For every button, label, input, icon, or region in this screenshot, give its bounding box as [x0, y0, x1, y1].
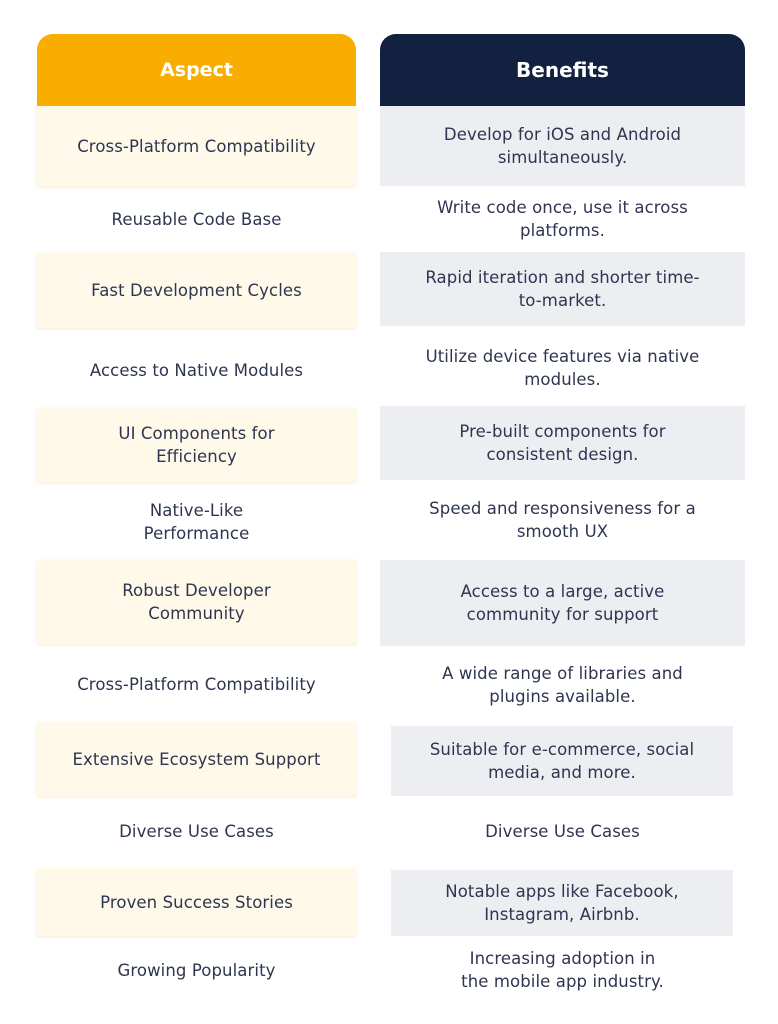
aspect-cell-9: Extensive Ecosystem Support	[37, 722, 356, 796]
aspect-cell-3: Fast Development Cycles	[37, 252, 356, 328]
aspect-cell-4: Access to Native Modules	[89, 360, 304, 380]
aspect-header: Aspect	[37, 34, 356, 106]
aspect-cell-6: Native-Like Performance	[143, 501, 250, 543]
benefit-cell-12: Increasing adoption in the mobile app in…	[461, 949, 664, 991]
benefit-cell-2: Write code once, use it across platforms…	[437, 198, 688, 240]
benefit-cell-9: Suitable for e-commerce, social media, a…	[391, 726, 733, 796]
benefit-cell-11: Notable apps like Facebook, Instagram, A…	[391, 870, 733, 936]
aspect-cell-8: Cross-Platform Compatibility	[77, 674, 316, 694]
aspect-cell-2: Reusable Code Base	[111, 209, 282, 229]
benefit-cell-8: A wide range of libraries and plugins av…	[442, 664, 683, 706]
benefit-cell-5: Pre-built components for consistent desi…	[380, 406, 745, 480]
benefit-cell-3: Rapid iteration and shorter time-to-mark…	[380, 252, 745, 326]
aspect-cell-7: Robust Developer Community	[37, 560, 356, 644]
aspect-cell-12: Growing Popularity	[117, 960, 276, 980]
aspect-cell-1: Cross-Platform Compatibility	[37, 106, 356, 186]
benefits-header: Benefits	[380, 34, 745, 106]
benefit-cell-10: Diverse Use Cases	[485, 821, 640, 841]
benefit-cell-6: Speed and responsiveness for a smooth UX	[429, 499, 696, 541]
aspect-cell-11: Proven Success Stories	[37, 868, 356, 936]
aspect-cell-5: UI Components for Efficiency	[37, 408, 356, 482]
aspect-column: Aspect Cross-Platform Compatibility Reus…	[37, 34, 356, 980]
benefit-cell-4: Utilize device features via native modul…	[425, 347, 700, 389]
benefits-column: Benefits Develop for iOS and Android sim…	[380, 34, 745, 991]
benefit-cell-7: Access to a large, active community for …	[380, 560, 745, 646]
benefit-cell-1: Develop for iOS and Android simultaneous…	[380, 106, 745, 186]
aspect-cell-10: Diverse Use Cases	[119, 821, 274, 841]
